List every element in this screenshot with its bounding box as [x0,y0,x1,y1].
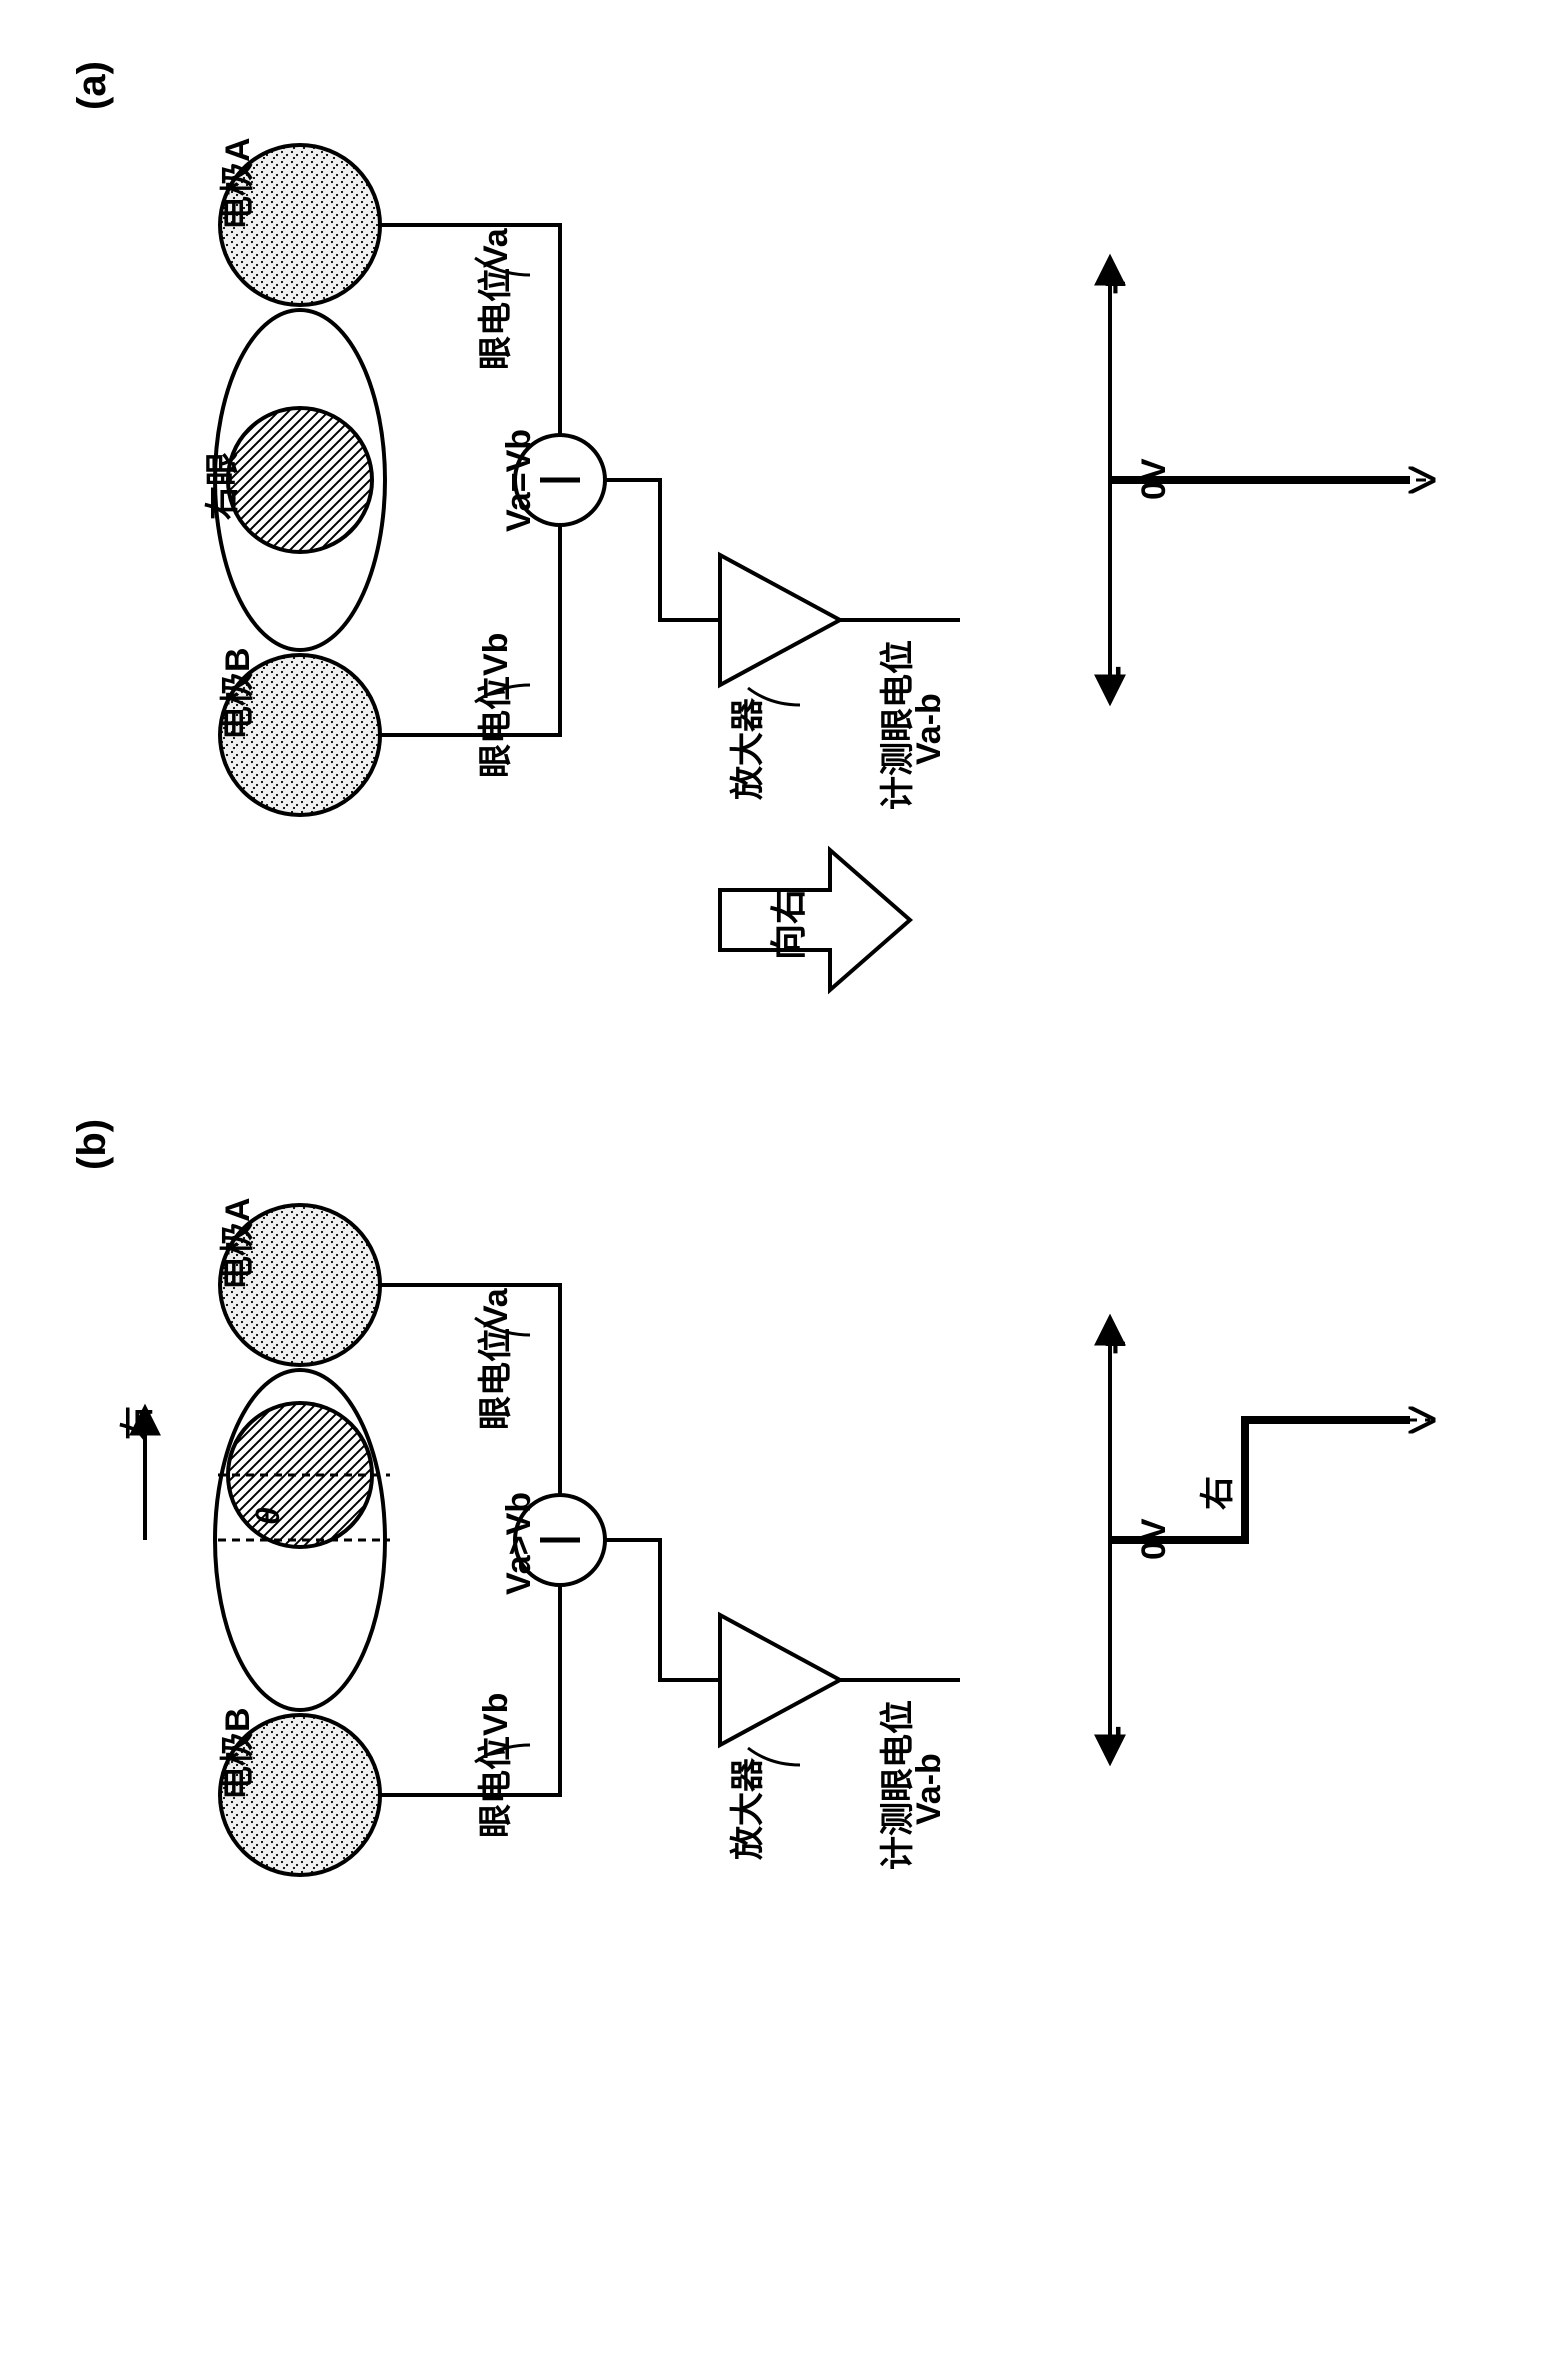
wire-amp-in-a [605,480,720,620]
right-dir-label: 右 [110,1406,159,1440]
va-gt-vb-label: Va>Vb [500,1492,539,1595]
va-eq-vb-label: Va=Vb [500,429,539,532]
iris-a [228,408,372,552]
panel-b-label: (b) [70,1119,115,1170]
amp-label-a: 放大器 [720,698,769,800]
electrode-b-label-b: 电极B [210,1707,259,1800]
axis-minus-b: - [1095,1725,1138,1738]
graph-right-label: 右 [1190,1476,1239,1510]
diagram-page: (a) 电极A 电极B 右眼 眼电位Va 眼电位Vb Va=Vb 放大器 计测眼… [0,0,1565,2380]
axis-plus-b: + [1095,1333,1138,1355]
diagram-svg [0,0,1565,2380]
axis-zero-b: 0V [1135,1518,1174,1560]
amp-triangle-b [720,1615,840,1745]
electrode-b-label-a: 电极B [210,647,259,740]
amp-label-b: 放大器 [720,1758,769,1860]
va-label-a: 眼电位Va [468,228,517,370]
to-right-arrow [720,850,910,990]
axis-plus-a: + [1095,273,1138,295]
vab-label-a: Va-b [910,693,949,765]
axis-zero-a: 0V [1135,458,1174,500]
panel-a [215,145,1430,815]
vb-label-a: 眼电位Vb [468,633,517,778]
electrode-a-label-b: 电极A [210,1197,259,1290]
theta-label: θ [250,1507,287,1525]
panel-a-label: (a) [70,61,115,110]
electrode-a-label-a: 电极A [210,137,259,230]
va-label-b: 眼电位Va [468,1288,517,1430]
amp-triangle-a [720,555,840,685]
wire-amp-in-b [605,1540,720,1680]
axis-minus-a: - [1095,665,1138,678]
vb-label-b: 眼电位Vb [468,1693,517,1838]
panel-b [145,1205,1430,1875]
right-eye-label: 右眼 [195,452,244,520]
vab-label-b: Va-b [910,1753,949,1825]
to-right-label: 向右 [760,888,812,960]
